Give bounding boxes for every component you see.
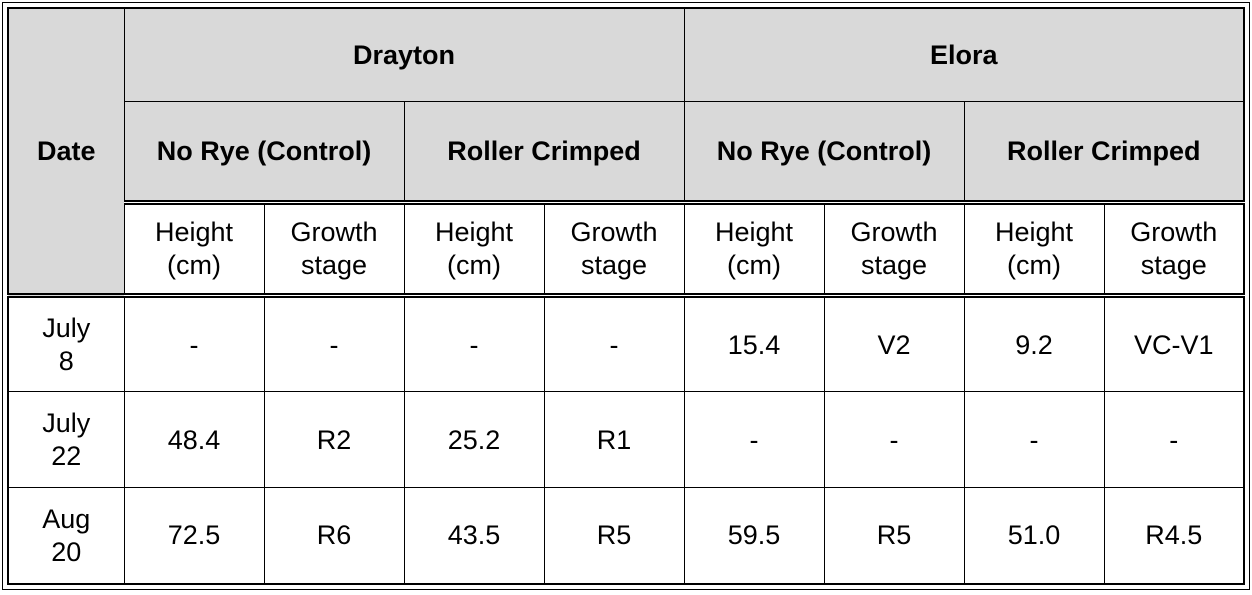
cell-elora-control-height: - bbox=[683, 391, 825, 489]
cell-drayton-control-height: - bbox=[123, 295, 265, 393]
cell-drayton-control-growth: R2 bbox=[263, 391, 405, 489]
cell-drayton-control-growth: R6 bbox=[263, 487, 405, 585]
metric-header-growth-elora-crimped: Growth stage bbox=[1103, 201, 1245, 299]
metric-header-growth-drayton-control: Growth stage bbox=[263, 201, 405, 299]
cell-elora-crimped-growth: - bbox=[1103, 391, 1245, 489]
date-cell: July 8 bbox=[7, 295, 125, 393]
cell-drayton-crimped-growth: R5 bbox=[543, 487, 685, 585]
cell-drayton-control-growth: - bbox=[263, 295, 405, 393]
treatment-header-elora-control: No Rye (Control) bbox=[683, 101, 965, 205]
cell-drayton-crimped-growth: R1 bbox=[543, 391, 685, 489]
treatment-header-drayton-crimped: Roller Crimped bbox=[403, 101, 685, 205]
cell-elora-crimped-growth: VC-V1 bbox=[1103, 295, 1245, 393]
metric-header-height-drayton-control: Height (cm) bbox=[123, 201, 265, 299]
cell-drayton-crimped-height: 43.5 bbox=[403, 487, 545, 585]
date-cell: Aug 20 bbox=[7, 487, 125, 585]
metric-header-height-elora-control: Height (cm) bbox=[683, 201, 825, 299]
cell-elora-control-growth: - bbox=[823, 391, 965, 489]
date-cell: July 22 bbox=[7, 391, 125, 489]
location-header-drayton: Drayton bbox=[123, 7, 685, 103]
table-row-july-8: July 8 - - - - 15.4 V2 9.2 VC-V1 bbox=[7, 295, 1245, 393]
treatment-header-row: No Rye (Control) Roller Crimped No Rye (… bbox=[8, 101, 1245, 205]
cell-drayton-crimped-height: - bbox=[403, 295, 545, 393]
crop-height-growth-table: Date Drayton Elora No Rye (Control) Roll… bbox=[7, 7, 1245, 585]
cell-elora-control-growth: V2 bbox=[823, 295, 965, 393]
date-column-header: Date bbox=[7, 7, 125, 299]
table-row-july-22: July 22 48.4 R2 25.2 R1 - - - - bbox=[7, 391, 1245, 489]
cell-elora-control-height: 59.5 bbox=[683, 487, 825, 585]
metric-header-height-drayton-crimped: Height (cm) bbox=[403, 201, 545, 299]
location-header-elora: Elora bbox=[683, 7, 1245, 103]
cell-drayton-control-height: 48.4 bbox=[123, 391, 265, 489]
treatment-header-elora-crimped: Roller Crimped bbox=[963, 101, 1245, 205]
location-header-row: Date Drayton Elora bbox=[7, 7, 1245, 299]
metric-header-growth-elora-control: Growth stage bbox=[823, 201, 965, 299]
cell-elora-crimped-height: 51.0 bbox=[963, 487, 1105, 585]
cell-elora-control-growth: R5 bbox=[823, 487, 965, 585]
metric-header-growth-drayton-crimped: Growth stage bbox=[543, 201, 685, 299]
cell-drayton-control-height: 72.5 bbox=[123, 487, 265, 585]
metric-header-height-elora-crimped: Height (cm) bbox=[963, 201, 1105, 299]
cell-elora-control-height: 15.4 bbox=[683, 295, 825, 393]
cell-drayton-crimped-height: 25.2 bbox=[403, 391, 545, 489]
metric-header-row: Height (cm) Growth stage Height (cm) Gro… bbox=[8, 201, 1245, 299]
cell-drayton-crimped-growth: - bbox=[543, 295, 685, 393]
cell-elora-crimped-height: - bbox=[963, 391, 1105, 489]
treatment-header-drayton-control: No Rye (Control) bbox=[123, 101, 405, 205]
cell-elora-crimped-height: 9.2 bbox=[963, 295, 1105, 393]
table-row-aug-20: Aug 20 72.5 R6 43.5 R5 59.5 R5 51.0 R4.5 bbox=[7, 487, 1245, 585]
cell-elora-crimped-growth: R4.5 bbox=[1103, 487, 1245, 585]
